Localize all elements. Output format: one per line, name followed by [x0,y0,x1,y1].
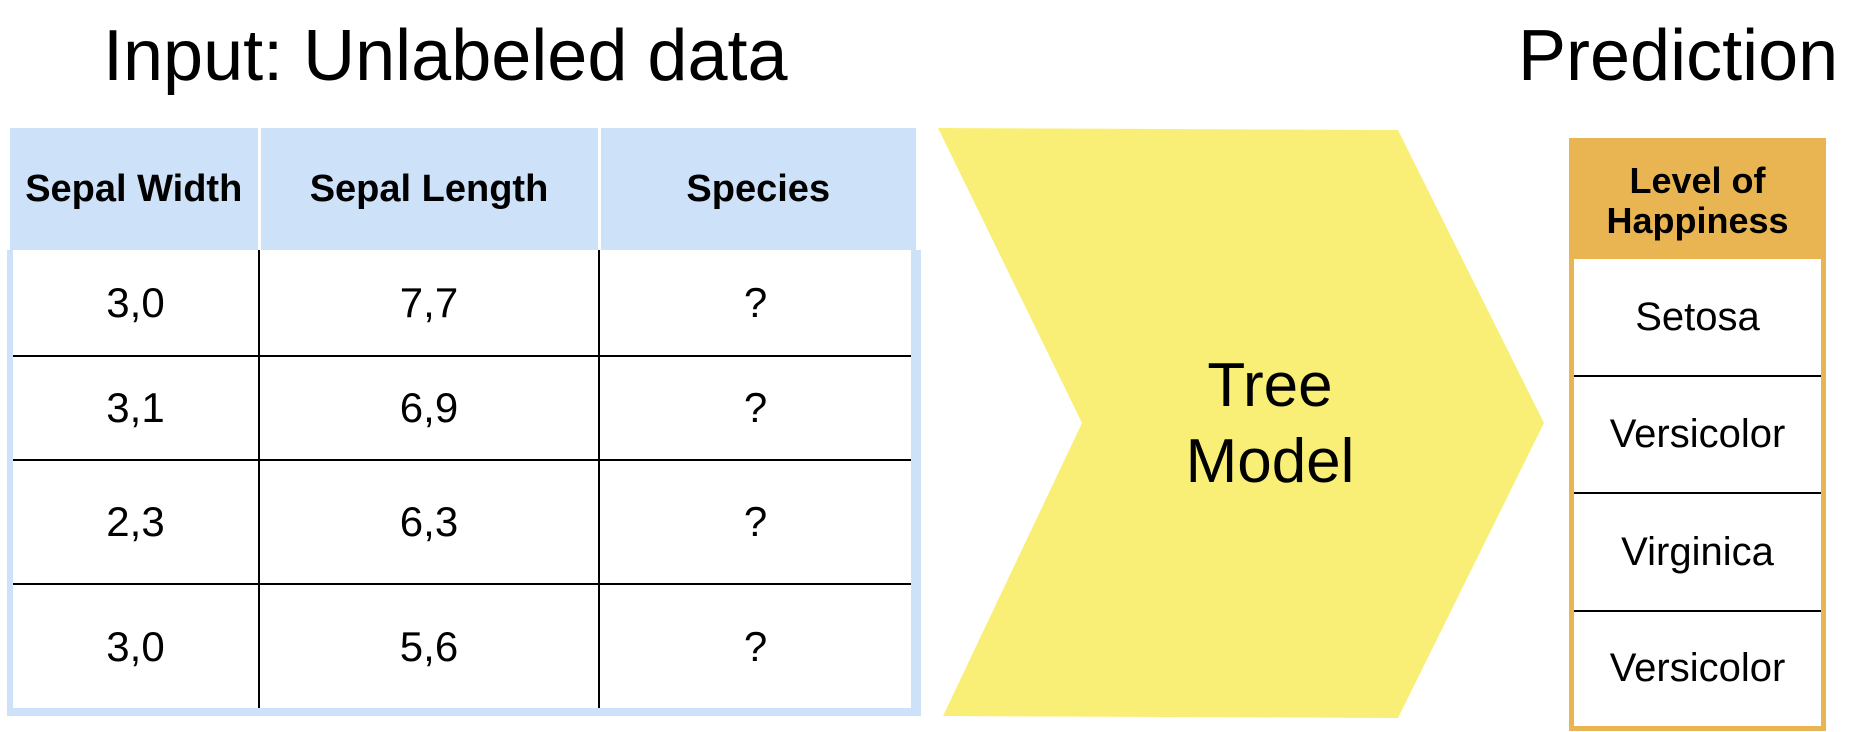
table-row: Versicolor [1572,611,1824,728]
table-cell: 7,7 [259,250,600,357]
table-cell: 6,3 [259,460,600,585]
input-heading: Input: Unlabeled data [103,16,788,96]
prediction-header-line2: Happiness [1606,200,1789,241]
table-cell: 6,9 [259,356,600,461]
tree-model-label-line2: Model [1185,427,1355,496]
tree-model-label: Tree Model [1130,348,1410,500]
table-cell: 3,0 [7,584,260,716]
table-row: 2,3 6,3 ? [7,460,921,585]
prediction-cell: Versicolor [1609,646,1786,691]
prediction-header-row: Level of Happiness [1571,140,1824,259]
table-cell: 3,0 [7,250,260,357]
table-cell: 2,3 [7,460,260,585]
tree-model-label-line1: Tree [1207,351,1333,420]
table-cell: 5,6 [259,584,600,716]
column-header-sepal-length: Sepal Length [259,128,601,250]
table-row: Versicolor [1571,376,1824,494]
prediction-heading: Prediction [1518,16,1839,96]
prediction-table: Level of Happiness Setosa Versicolor Vir… [1569,138,1826,731]
table-cell: 3,1 [7,356,260,461]
table-cell: ? [599,250,921,357]
table-row: Virginica [1571,493,1824,612]
prediction-cell: Setosa [1571,259,1824,377]
table-cell: ? [599,460,921,585]
table-row: 3,1 6,9 ? [7,356,921,461]
table-row: 3,0 5,6 ? [7,584,921,716]
column-header-sepal-width: Sepal Width [10,128,261,250]
prediction-cell: Virginica [1571,493,1824,612]
table-cell: ? [599,584,921,716]
column-header-species: Species [599,128,916,250]
prediction-header-line1: Level of [1629,160,1766,201]
table-row: 3,0 7,7 ? [7,250,921,357]
table-row: Setosa [1571,259,1824,377]
prediction-column-header: Level of Happiness [1571,140,1824,259]
prediction-cell: Versicolor [1571,376,1824,494]
input-table-header-row: Sepal Width Sepal Length Species [10,128,916,250]
table-cell: ? [599,356,921,461]
input-data-table: Sepal Width Sepal Length Species 3,0 7,7… [7,128,921,716]
